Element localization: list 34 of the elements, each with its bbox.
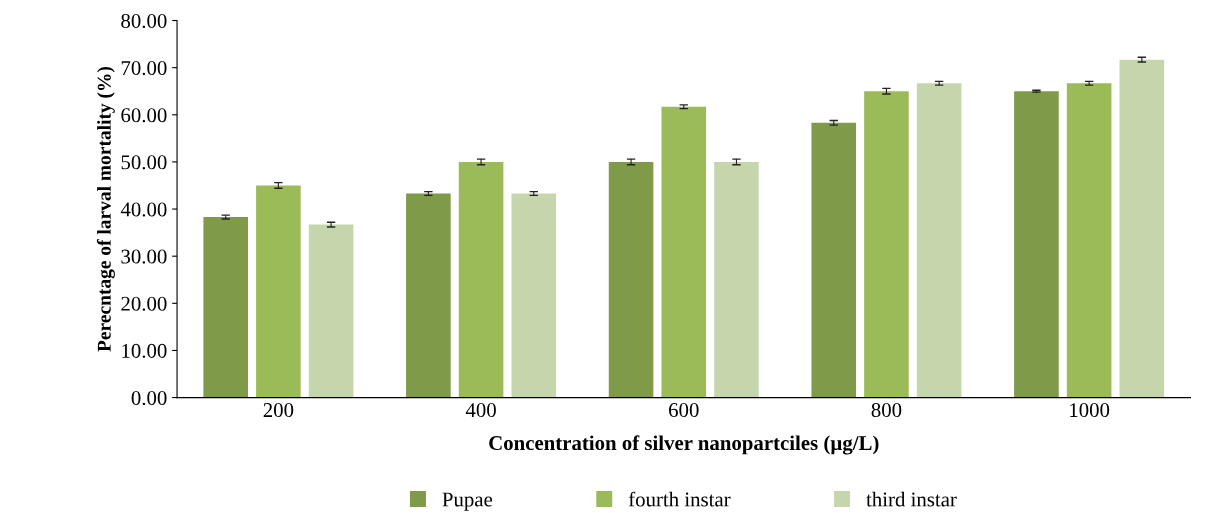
x-tick-label: 600 <box>669 403 699 418</box>
legend-label: fourth instar <box>628 491 731 507</box>
bar <box>406 193 451 398</box>
x-tick-label: 200 <box>263 403 294 418</box>
y-tick-label: 40.00 <box>120 202 167 217</box>
y-tick-label: 70.00 <box>121 61 167 76</box>
x-axis-title: Concentration of silver nanopartciles (µg/L) <box>489 435 879 455</box>
bar <box>916 83 962 398</box>
y-tick-label: 80.00 <box>121 13 167 29</box>
legend-label: third instar <box>866 491 957 507</box>
bar <box>661 106 707 398</box>
bar <box>811 122 857 398</box>
bar <box>608 161 654 398</box>
bar <box>511 193 557 398</box>
y-tick-label: 20.00 <box>121 296 167 311</box>
x-tick-label: 800 <box>871 403 902 418</box>
y-tick-label: 30.00 <box>121 249 167 264</box>
bar <box>458 161 504 398</box>
y-tick-label: 60.00 <box>121 108 167 123</box>
bar <box>256 185 301 398</box>
x-tick-label: 400 <box>465 403 496 418</box>
x-tick-label: 1000 <box>1070 403 1110 418</box>
bar <box>714 161 759 398</box>
bar <box>1014 91 1059 398</box>
bar <box>1119 59 1165 398</box>
y-tick-label: 0.00 <box>131 390 167 406</box>
y-tick-label: 50.00 <box>121 155 167 170</box>
bar <box>203 217 248 398</box>
bar <box>1066 83 1112 398</box>
bar <box>864 91 909 398</box>
y-axis-title: Perecntage of larval mortality (%) <box>96 67 115 352</box>
legend-label: Pupae <box>442 492 493 511</box>
y-tick-label: 10.00 <box>122 343 167 358</box>
bar <box>308 224 354 398</box>
